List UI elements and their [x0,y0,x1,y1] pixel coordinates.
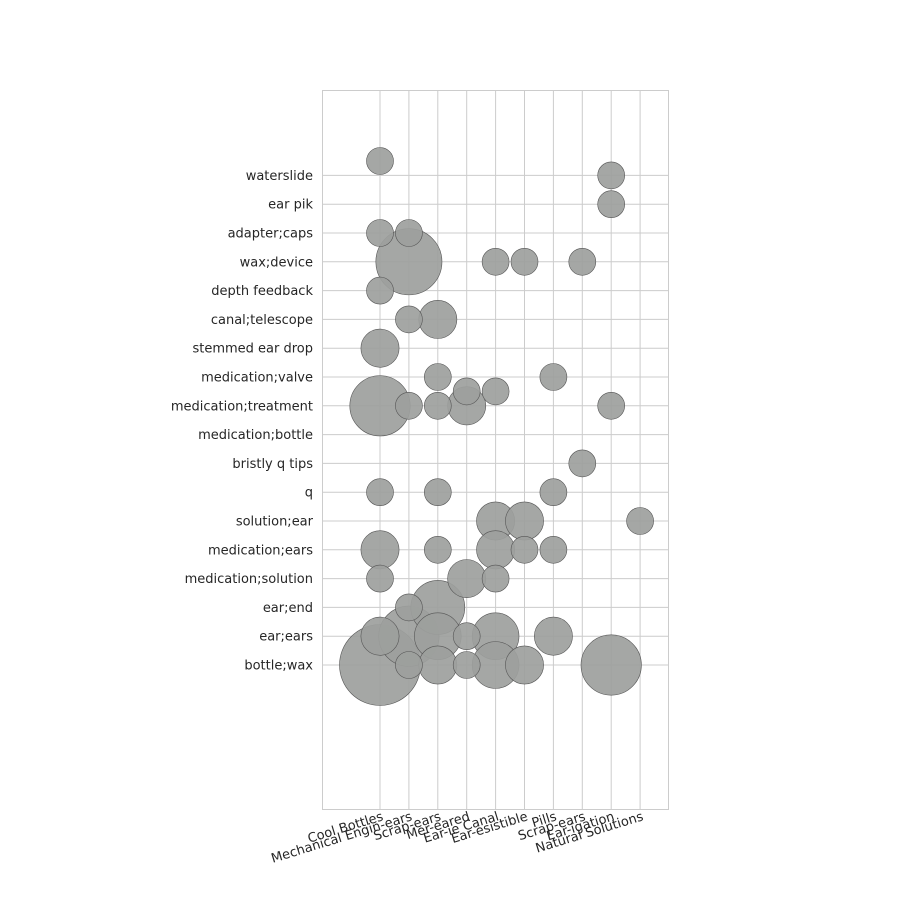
bubble-point [395,219,423,247]
y-tick-label: ear pik [268,198,313,213]
bubble-point [418,645,458,685]
bubble-point [366,147,394,175]
bubble-point [597,391,626,420]
bubble-point [510,247,539,276]
bubble-point [366,276,394,305]
bubble-point [395,651,423,679]
bubble-point [505,645,544,685]
bubble-point [481,564,510,593]
y-tick-label: solution;ear [236,515,314,530]
bubble-point [534,616,573,656]
x-tick-label: Pills [530,809,559,831]
bubble-point [366,478,394,507]
bubble-point [452,622,481,651]
y-tick-label: bristly q tips [232,457,313,472]
y-tick-label: wax;device [240,255,313,270]
bubble-point [597,161,626,190]
bubble-point [481,247,510,276]
y-tick-label: ear;ears [259,630,313,645]
bubble-point [360,616,400,656]
bubble-point [366,219,394,247]
y-tick-label: stemmed ear drop [192,342,313,357]
y-tick-label: bottle;wax [244,659,313,674]
bubble-point [539,363,568,391]
y-tick-label: medication;solution [185,572,313,587]
y-tick-label: medication;valve [201,371,313,386]
bubble-point [510,535,539,564]
bubble-point [597,190,626,218]
y-tick-label: canal;telescope [211,313,313,328]
bubble-point [418,300,458,339]
bubble-point [476,530,515,570]
y-tick-label: depth feedback [211,284,313,299]
y-tick-label: medication;treatment [171,399,313,414]
bubble-point [447,559,487,598]
bubble-point [395,305,423,334]
y-tick-label: waterslide [246,169,313,184]
bubble-point [568,247,597,276]
bubble-point [360,328,400,368]
bubble-point [366,564,394,593]
bubble-point [423,391,452,420]
bubble-layer [339,147,654,706]
bubble-point [505,501,544,541]
bubble-point [395,391,423,420]
bubble-point [423,363,452,391]
y-tick-label: ear;end [263,601,313,616]
bubble-point [360,530,400,570]
bubble-point [539,535,568,564]
bubble-point [423,535,452,564]
bubble-point [395,593,423,622]
y-tick-label: q [305,486,313,501]
bubble-point [481,377,510,406]
bubble-point [539,478,568,507]
y-tick-label: adapter;caps [228,227,314,242]
y-tick-labels: bottle;wax ear;ears ear;end medication;solu… [171,169,314,674]
y-tick-label: medication;ears [208,543,313,558]
bubble-point [452,377,481,406]
bubble-point [580,634,642,696]
bubble-point [568,449,597,478]
plot-frame [322,90,669,810]
y-tick-label: medication;bottle [198,428,313,443]
bubble-point [626,507,654,535]
bubble-point [423,478,452,507]
bubble-point [452,651,481,679]
